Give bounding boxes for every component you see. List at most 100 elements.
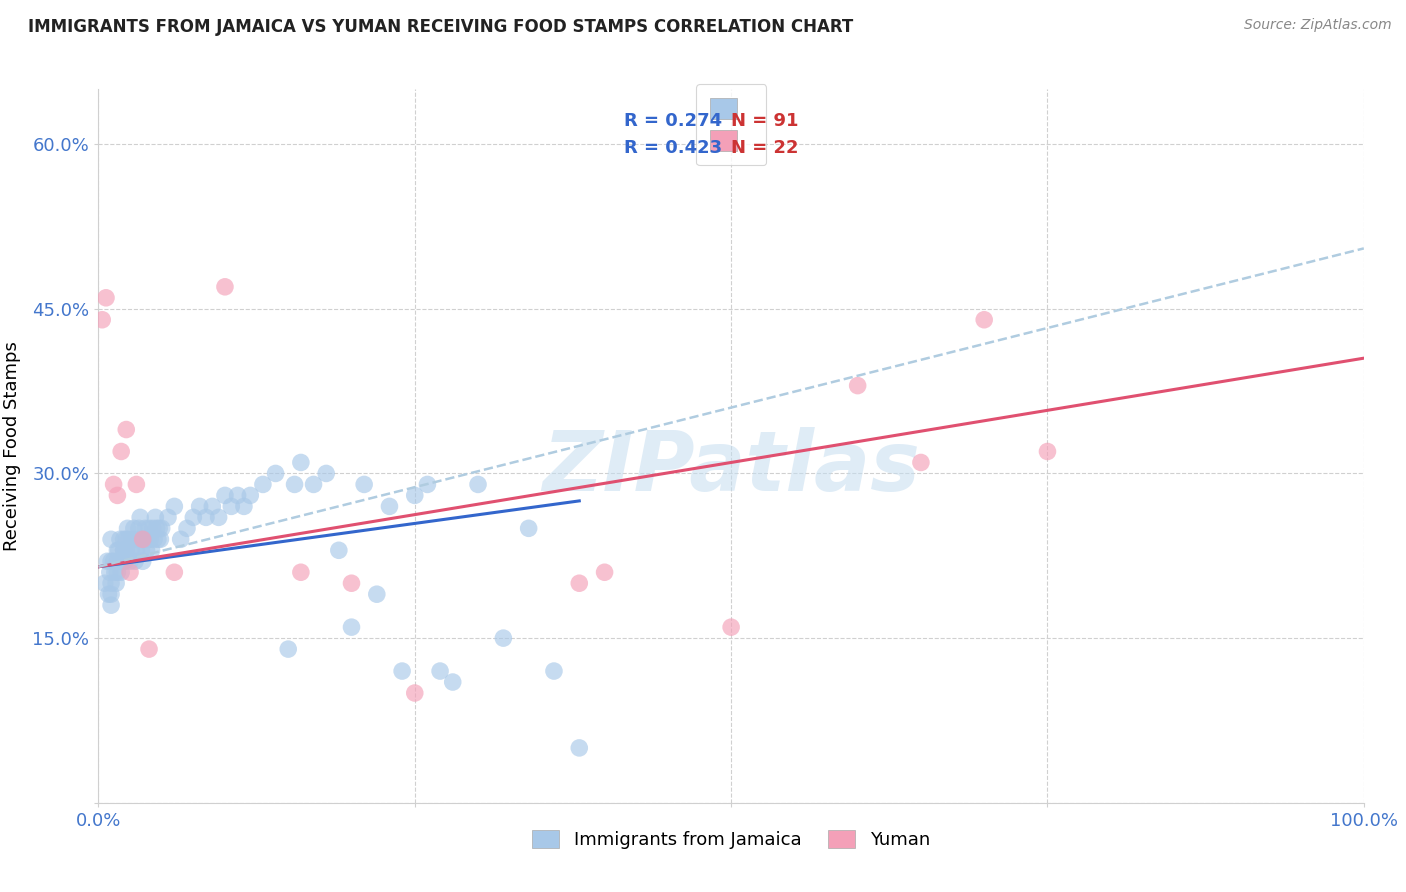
Point: [340, 576, 363, 591]
Point: [122, 521, 145, 535]
Point: [188, 500, 211, 514]
Point: [157, 510, 180, 524]
Point: [136, 533, 159, 547]
Point: [391, 664, 413, 678]
Point: [134, 521, 156, 535]
Point: [121, 533, 143, 547]
Point: [429, 664, 451, 678]
Point: [97, 587, 120, 601]
Point: [93, 576, 117, 591]
Point: [143, 533, 166, 547]
Point: [194, 510, 218, 524]
Point: [277, 642, 299, 657]
Point: [973, 312, 995, 326]
Point: [120, 543, 142, 558]
Point: [252, 477, 274, 491]
Point: [568, 740, 591, 755]
Point: [135, 543, 157, 558]
Point: [302, 477, 325, 491]
Point: [138, 642, 160, 657]
Point: [110, 566, 132, 580]
Point: [441, 675, 464, 690]
Point: [108, 533, 131, 547]
Point: [107, 543, 129, 558]
Point: [132, 533, 155, 547]
Y-axis label: Receiving Food Stamps: Receiving Food Stamps: [3, 341, 21, 551]
Text: R = 0.423: R = 0.423: [623, 139, 721, 157]
Point: [112, 554, 135, 568]
Point: [129, 510, 152, 524]
Point: [127, 533, 149, 547]
Point: [115, 423, 138, 437]
Point: [846, 378, 869, 392]
Point: [91, 312, 114, 326]
Point: [226, 488, 249, 502]
Point: [107, 543, 129, 558]
Point: [103, 477, 125, 491]
Point: [149, 533, 172, 547]
Point: [416, 477, 439, 491]
Point: [128, 521, 150, 535]
Point: [214, 488, 236, 502]
Point: [720, 620, 742, 634]
Point: [100, 587, 122, 601]
Point: [107, 566, 129, 580]
Point: [120, 554, 141, 568]
Point: [125, 543, 148, 558]
Point: [100, 554, 122, 568]
Legend: Immigrants from Jamaica, Yuman: Immigrants from Jamaica, Yuman: [523, 821, 939, 858]
Point: [120, 566, 141, 580]
Point: [124, 554, 146, 568]
Point: [132, 533, 155, 547]
Point: [145, 510, 166, 524]
Point: [910, 455, 932, 469]
Point: [100, 598, 122, 612]
Point: [315, 467, 337, 481]
Point: [492, 631, 515, 645]
Point: [139, 533, 162, 547]
Point: [150, 521, 173, 535]
Point: [183, 510, 205, 524]
Point: [112, 543, 135, 558]
Point: [148, 521, 170, 535]
Point: [404, 488, 426, 502]
Point: [111, 554, 134, 568]
Text: R = 0.274: R = 0.274: [623, 112, 721, 129]
Point: [105, 576, 128, 591]
Point: [94, 291, 117, 305]
Point: [118, 533, 141, 547]
Point: [132, 554, 155, 568]
Point: [239, 488, 262, 502]
Point: [100, 533, 122, 547]
Point: [593, 566, 616, 580]
Point: [340, 620, 363, 634]
Text: ZIPatlas: ZIPatlas: [543, 427, 920, 508]
Point: [208, 510, 231, 524]
Point: [110, 554, 132, 568]
Point: [114, 554, 136, 568]
Point: [115, 543, 138, 558]
Point: [163, 500, 186, 514]
Point: [201, 500, 224, 514]
Point: [115, 533, 138, 547]
Point: [110, 444, 132, 458]
Point: [131, 543, 153, 558]
Point: [264, 467, 287, 481]
Point: [219, 500, 243, 514]
Point: [117, 521, 139, 535]
Point: [107, 488, 129, 502]
Point: [103, 554, 125, 568]
Point: [284, 477, 307, 491]
Point: [142, 521, 165, 535]
Point: [163, 566, 186, 580]
Point: [98, 566, 121, 580]
Point: [378, 500, 401, 514]
Point: [568, 576, 591, 591]
Text: N = 22: N = 22: [731, 139, 799, 157]
Point: [100, 576, 122, 591]
Point: [543, 664, 565, 678]
Point: [104, 566, 127, 580]
Point: [290, 566, 312, 580]
Point: [290, 455, 312, 469]
Point: [112, 543, 135, 558]
